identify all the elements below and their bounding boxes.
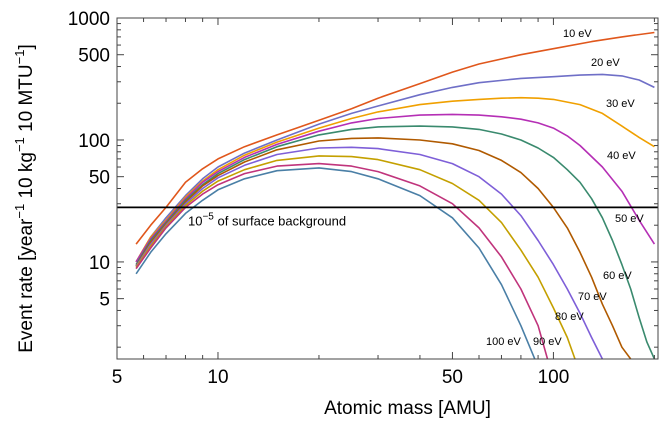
series-label: 40 eV (607, 150, 636, 162)
x-tick-label: 50 (442, 367, 463, 388)
series-line (135, 167, 536, 359)
y-tick-label: 10 (89, 253, 110, 274)
y-axis-title-part: 10 kg (16, 152, 37, 204)
series-line (135, 146, 604, 359)
labels-group: Atomic mass [AMU]Event rate [year−1 10 k… (12, 28, 644, 419)
y-tick-label: 500 (78, 46, 110, 67)
series-label: 70 eV (578, 291, 607, 303)
series-label: 60 eV (603, 270, 632, 282)
series-label: 80 eV (555, 311, 584, 323)
y-tick-label: 1000 (68, 9, 110, 30)
reference-line-label-text: of surface background (214, 213, 346, 228)
y-axis-title-part: Event rate [year (16, 218, 37, 353)
series-line (135, 162, 549, 359)
series-label: 100 eV (486, 336, 522, 348)
y-axis-title-part: ] (16, 44, 37, 49)
y-axis-title-exponent: −1 (12, 137, 27, 152)
series-label: 30 eV (606, 98, 635, 110)
y-tick-label: 100 (78, 131, 110, 152)
x-tick-label: 100 (538, 367, 570, 388)
series-line (135, 31, 655, 245)
x-axis-title: Atomic mass [AMU] (324, 398, 491, 419)
series-line (135, 125, 656, 359)
y-tick-label: 5 (99, 290, 110, 311)
y-axis-title: Event rate [year−1 10 kg−1 10 MTU−1] (12, 44, 37, 353)
reference-line-label: 10−5 of surface background (188, 211, 346, 228)
series-line (135, 155, 576, 359)
reference-line-label-exponent: −5 (202, 211, 214, 222)
series-line (135, 137, 632, 359)
y-axis-title-exponent: −1 (12, 204, 27, 219)
y-axis-title-exponent: −1 (12, 50, 27, 65)
series-label: 90 eV (533, 336, 562, 348)
series-line (135, 96, 655, 263)
x-tick-label: 5 (112, 367, 123, 388)
y-axis-title-part: 10 MTU (16, 64, 37, 137)
reference-line-label-base: 10 (188, 213, 202, 228)
y-tick-label: 50 (89, 168, 110, 189)
series-line (135, 113, 656, 263)
series-group (135, 31, 656, 359)
series-label: 10 eV (563, 28, 592, 40)
series-line (135, 73, 655, 263)
series-label: 50 eV (615, 213, 644, 225)
x-tick-label: 10 (207, 367, 228, 388)
ticks-group: 5 10 50 100 5 10 50 100 500 1000 (68, 9, 658, 388)
series-label: 20 eV (591, 57, 620, 69)
